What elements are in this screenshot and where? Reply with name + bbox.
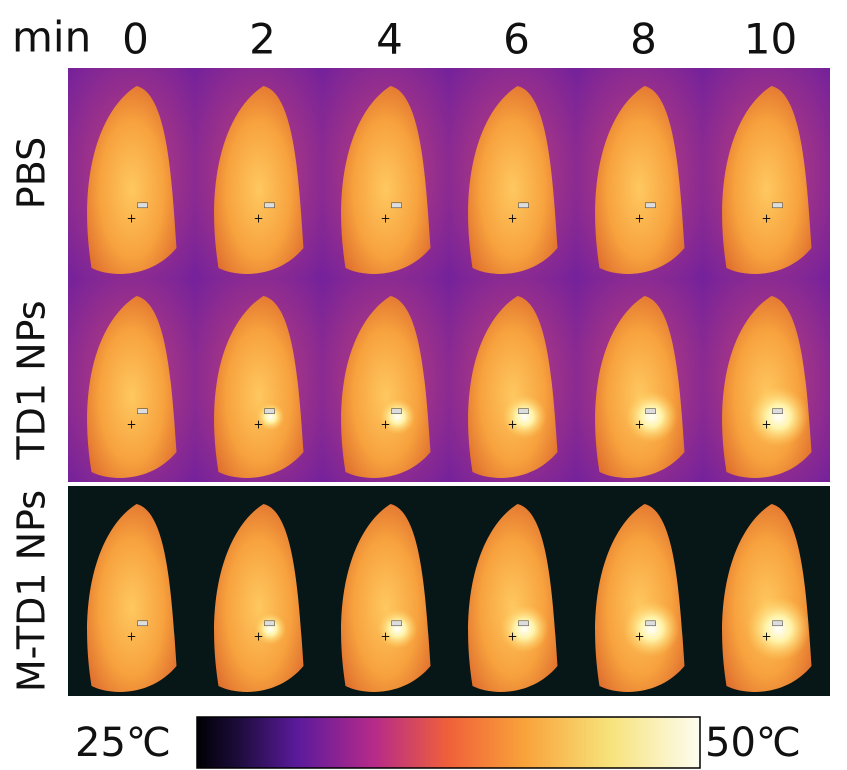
time-label: 4 xyxy=(376,15,403,64)
crosshair: + xyxy=(761,630,771,644)
row-label: M-TD1 NPs xyxy=(10,490,54,692)
marker-box xyxy=(646,203,656,208)
thermal-image: + xyxy=(703,68,830,278)
thermal-image: + xyxy=(576,486,703,696)
crosshair: + xyxy=(253,417,263,431)
crosshair: + xyxy=(380,417,390,431)
colorbar-max: 50℃ xyxy=(705,720,801,766)
marker-box xyxy=(773,621,783,626)
marker-box xyxy=(646,621,656,626)
crosshair: + xyxy=(761,212,771,226)
thermal-image: + xyxy=(68,278,195,482)
hot-spot xyxy=(626,391,678,443)
marker-box xyxy=(265,203,275,208)
thermal-image: + xyxy=(449,278,576,482)
marker-box xyxy=(265,409,275,414)
crosshair: + xyxy=(126,630,136,644)
crosshair: + xyxy=(253,630,263,644)
marker-box xyxy=(392,409,402,414)
marker-box xyxy=(265,621,275,626)
marker-box xyxy=(519,409,529,414)
thermal-image: + xyxy=(322,68,449,278)
time-label: 8 xyxy=(630,15,657,64)
figure: min 0 2 4 6 8 10 PBS + + + + + + TD1 NPs + + + + + + M-TD1 N… xyxy=(0,0,847,770)
crosshair: + xyxy=(634,630,644,644)
colorbar-min: 25℃ xyxy=(75,720,171,766)
thermal-image: + xyxy=(195,68,322,278)
thermal-image: + xyxy=(322,278,449,482)
crosshair: + xyxy=(507,417,517,431)
marker-box xyxy=(646,409,656,414)
marker-box xyxy=(138,203,148,208)
crosshair: + xyxy=(380,212,390,226)
crosshair: + xyxy=(507,630,517,644)
thermal-image: + xyxy=(449,68,576,278)
marker-box xyxy=(519,203,529,208)
marker-box xyxy=(138,621,148,626)
marker-box xyxy=(519,621,529,626)
crosshair: + xyxy=(507,212,517,226)
hot-spot xyxy=(749,387,809,447)
thermal-image: + xyxy=(195,486,322,696)
row-label: PBS xyxy=(10,137,54,209)
thermal-image: + xyxy=(703,278,830,482)
time-label: 10 xyxy=(744,15,797,64)
thermal-image: + xyxy=(195,278,322,482)
hot-spot xyxy=(747,597,811,661)
marker-box xyxy=(773,409,783,414)
row-label: TD1 NPs xyxy=(10,300,54,460)
thermal-image: + xyxy=(322,486,449,696)
crosshair: + xyxy=(126,417,136,431)
thermal-image: + xyxy=(576,68,703,278)
time-label: 6 xyxy=(503,15,530,64)
colorbar xyxy=(197,717,700,768)
marker-box xyxy=(392,621,402,626)
crosshair: + xyxy=(634,212,644,226)
hot-spot xyxy=(624,601,680,657)
thermal-image: + xyxy=(703,486,830,696)
marker-box xyxy=(392,203,402,208)
thermal-image: + xyxy=(449,486,576,696)
panel-grid: 0 2 4 6 8 10 PBS + + + + + + TD1 NPs + + + + + + M-TD1 NPs + +… xyxy=(10,15,831,697)
thermal-image: + xyxy=(68,68,195,278)
time-unit: min xyxy=(12,13,91,62)
marker-box xyxy=(138,409,148,414)
crosshair: + xyxy=(126,212,136,226)
thermal-image: + xyxy=(68,486,195,696)
crosshair: + xyxy=(380,630,390,644)
crosshair: + xyxy=(634,417,644,431)
thermal-image: + xyxy=(576,278,703,482)
crosshair: + xyxy=(253,212,263,226)
marker-box xyxy=(773,203,783,208)
time-label: 2 xyxy=(249,15,276,64)
time-label: 0 xyxy=(122,15,149,64)
crosshair: + xyxy=(761,417,771,431)
